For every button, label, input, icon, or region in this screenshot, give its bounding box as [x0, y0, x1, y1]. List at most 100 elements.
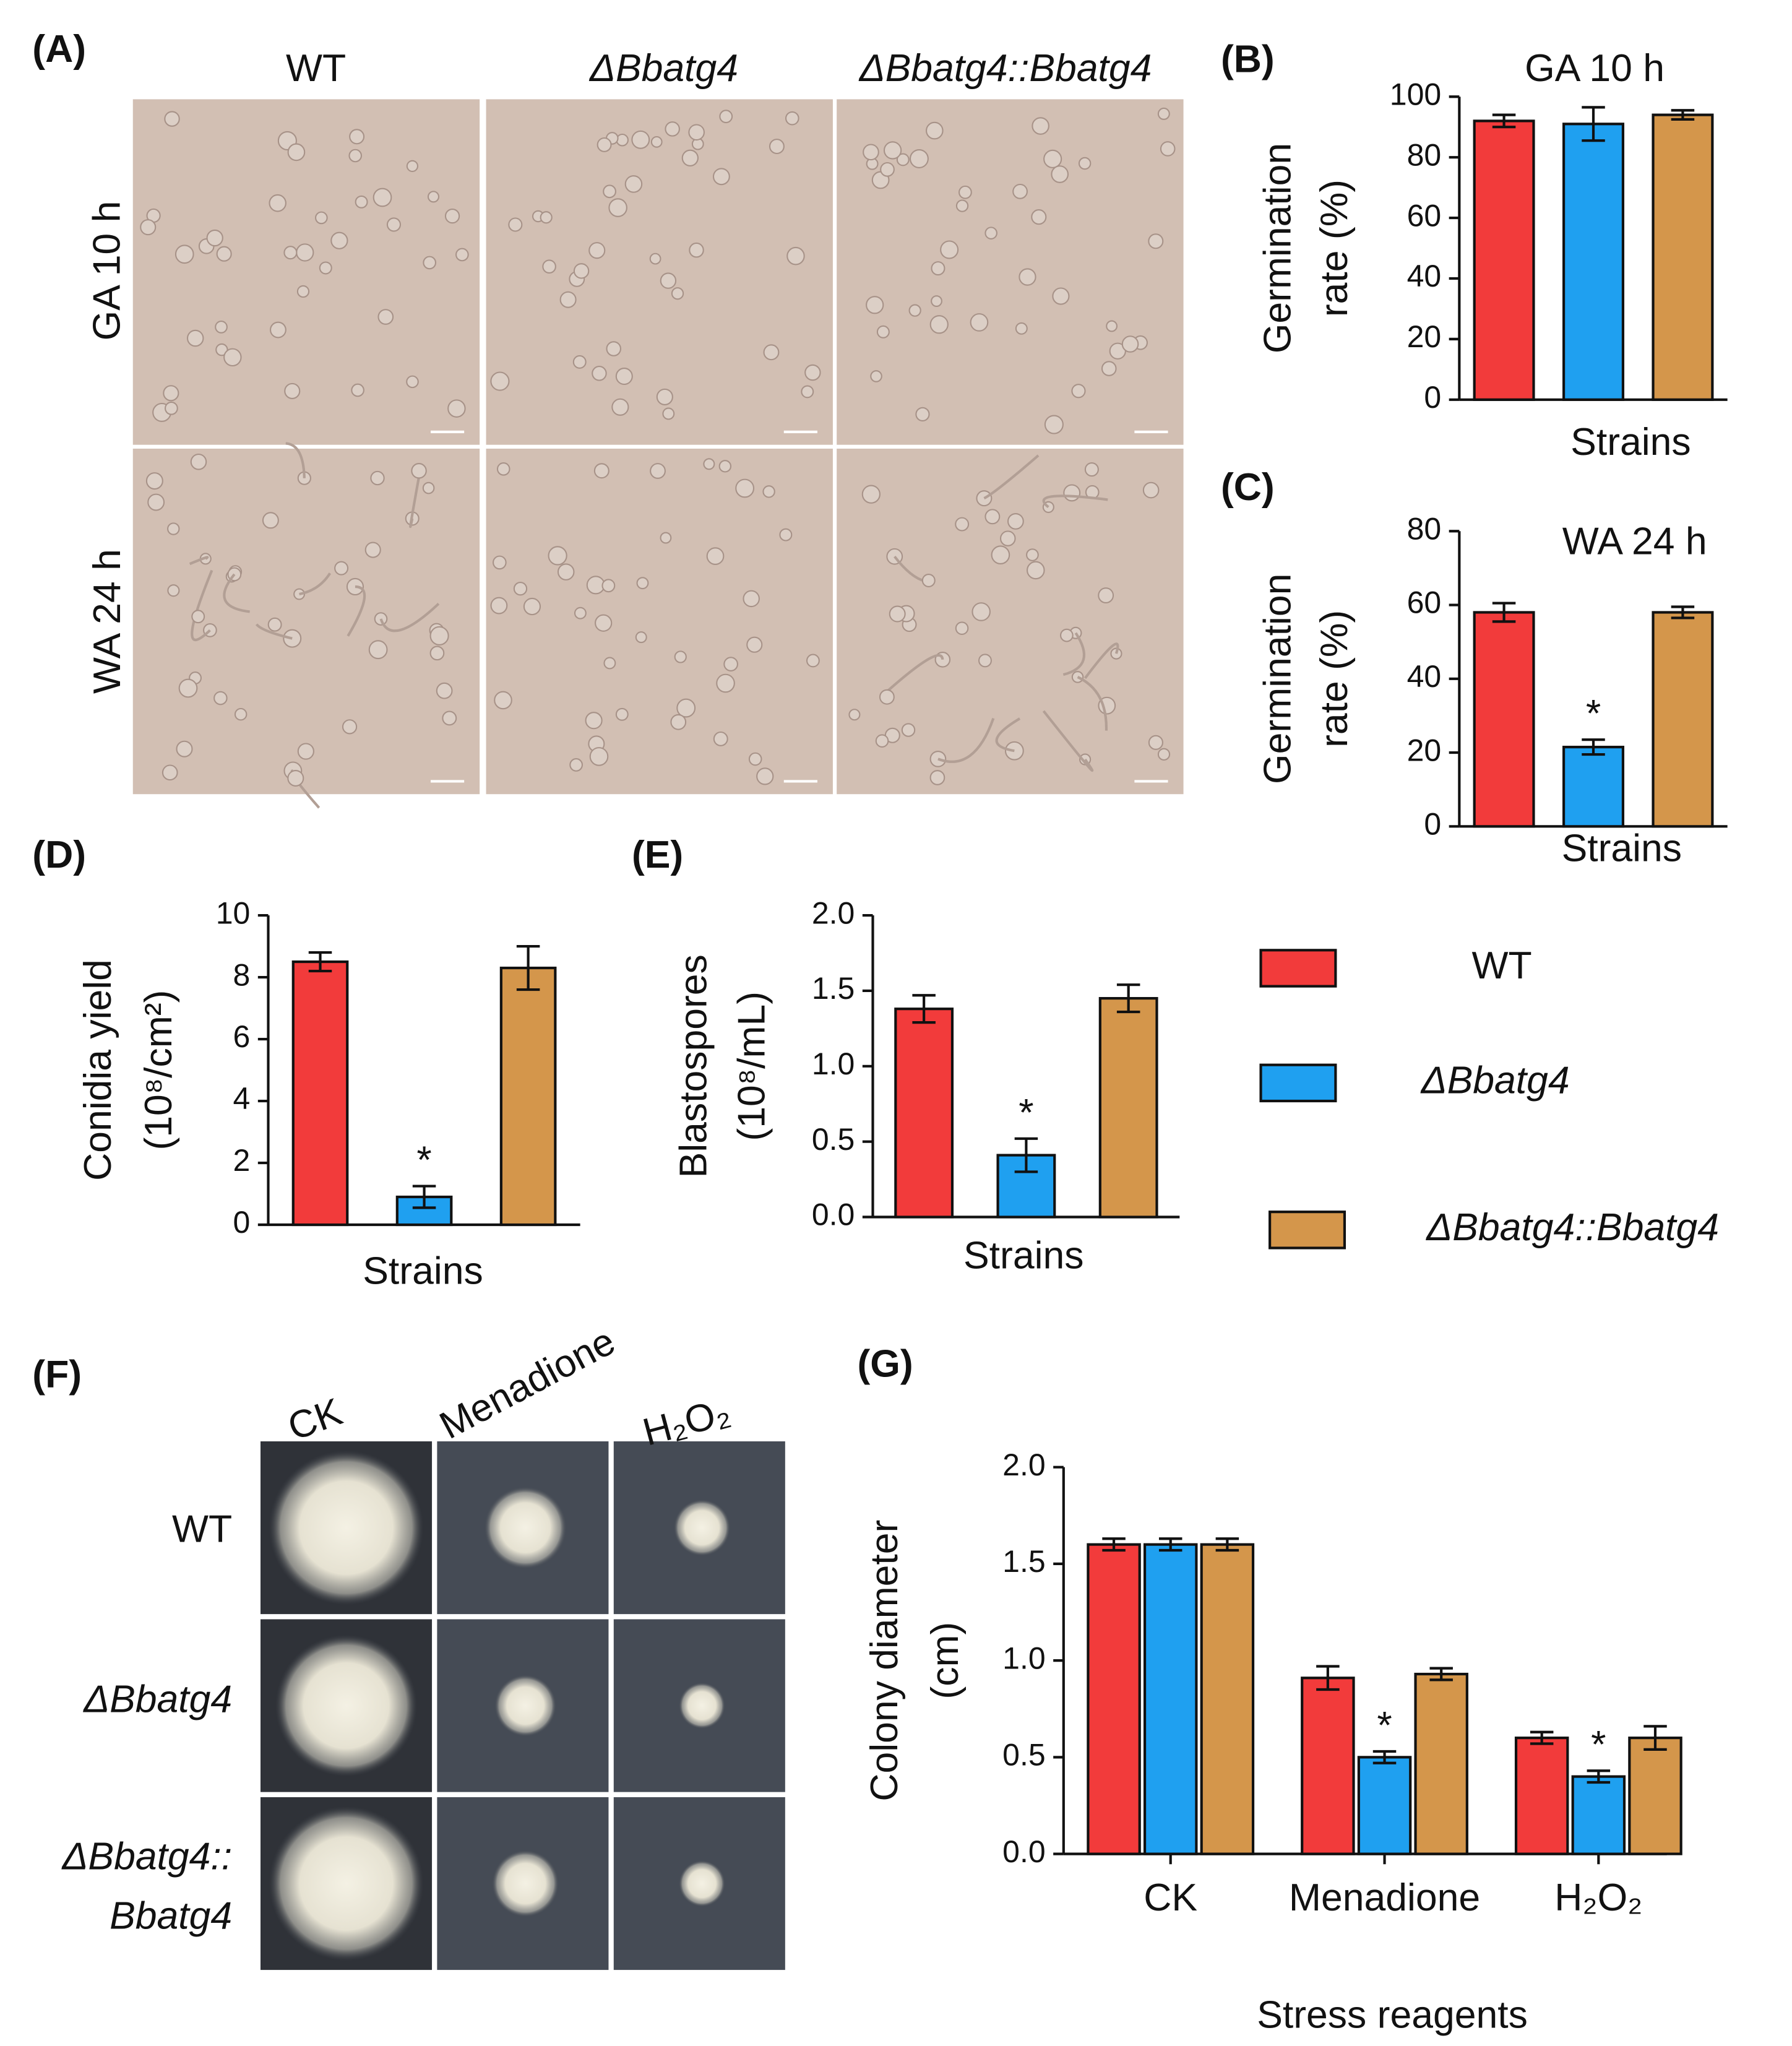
bar — [1087, 1543, 1141, 1855]
colony — [678, 1682, 725, 1729]
spore — [866, 296, 884, 314]
spore — [284, 382, 301, 399]
spore — [650, 136, 663, 148]
spore — [848, 709, 861, 721]
spore — [955, 517, 970, 532]
spore — [861, 485, 881, 504]
column-label: WT — [286, 46, 346, 90]
spore — [191, 610, 205, 624]
spore — [494, 691, 512, 710]
spore — [1063, 484, 1081, 502]
x-axis-label: Strains — [1562, 826, 1682, 870]
y-tick-label: 2.0 — [812, 896, 855, 930]
spore — [429, 645, 445, 661]
spore — [1015, 322, 1028, 335]
spore — [601, 579, 616, 593]
spore — [368, 640, 388, 660]
spore — [234, 707, 248, 721]
spore — [213, 691, 228, 706]
spore — [999, 530, 1016, 546]
y-tick-label: 1.5 — [812, 971, 855, 1006]
spore — [606, 341, 622, 356]
hypha — [883, 654, 944, 695]
spore — [569, 758, 583, 772]
y-tick-label: 1.5 — [1002, 1544, 1046, 1579]
hypha — [299, 572, 332, 596]
spore — [763, 344, 780, 361]
spore — [573, 263, 590, 279]
spore — [955, 621, 969, 635]
spore — [163, 385, 179, 402]
spore — [145, 472, 163, 490]
spore — [176, 740, 193, 758]
spore — [267, 617, 282, 632]
legend-label: ΔBbatg4::Bbatg4 — [1425, 1206, 1719, 1249]
spore — [164, 111, 180, 127]
bar — [1514, 1737, 1569, 1855]
spore — [762, 485, 775, 498]
spore — [769, 139, 785, 155]
spore — [909, 149, 929, 168]
spore — [1060, 628, 1074, 642]
spore — [588, 242, 606, 259]
spore — [548, 546, 567, 566]
spore — [589, 747, 609, 766]
spore — [436, 682, 453, 699]
spore — [296, 285, 310, 298]
spore — [165, 401, 178, 415]
significance-mark: * — [416, 1139, 431, 1182]
spore — [386, 217, 402, 232]
micrograph — [132, 99, 480, 445]
spore — [523, 597, 541, 616]
y-tick-label: 0.0 — [812, 1198, 855, 1232]
spore — [719, 110, 733, 124]
spore — [574, 606, 587, 619]
error-bar — [1671, 605, 1695, 619]
spore — [140, 219, 157, 236]
spore — [411, 463, 427, 479]
significance-mark: * — [1591, 1723, 1606, 1766]
spore — [1106, 320, 1118, 332]
spore — [660, 532, 672, 544]
spore — [806, 654, 820, 668]
y-tick-label: 80 — [1407, 137, 1442, 172]
spore — [926, 121, 944, 140]
spore — [608, 198, 627, 217]
spore — [896, 153, 910, 166]
error-bar — [1116, 983, 1140, 1014]
spore — [206, 229, 223, 247]
spore — [147, 493, 165, 511]
spore — [603, 184, 616, 199]
hypha — [1083, 642, 1119, 680]
spore — [801, 385, 814, 399]
spore — [660, 272, 677, 289]
bar — [1571, 1775, 1626, 1855]
panel-label: (A) — [32, 27, 86, 71]
spore — [670, 714, 687, 730]
spore — [674, 650, 687, 663]
spore — [991, 545, 1010, 564]
spore — [287, 769, 304, 787]
spore — [656, 388, 673, 405]
spore — [283, 629, 302, 648]
spore — [597, 137, 612, 152]
colony — [275, 1634, 418, 1777]
spore — [1051, 165, 1069, 183]
legend-swatch — [1259, 949, 1337, 988]
spore — [513, 582, 528, 596]
spore — [427, 191, 440, 203]
spore — [756, 767, 774, 785]
row-label: ΔBbatg4:: — [61, 1834, 232, 1878]
y-tick-label: 1.0 — [1002, 1641, 1046, 1675]
spore — [615, 707, 629, 721]
bar — [1200, 1543, 1255, 1855]
spore — [1019, 268, 1036, 286]
legend-label: WT — [1472, 944, 1532, 987]
spore — [216, 246, 232, 262]
error-bar — [1372, 1750, 1397, 1764]
bar — [1652, 113, 1714, 401]
y-tick-label: 10 — [216, 896, 251, 930]
spore — [786, 246, 805, 265]
spore — [1032, 117, 1049, 135]
spore — [496, 462, 510, 476]
